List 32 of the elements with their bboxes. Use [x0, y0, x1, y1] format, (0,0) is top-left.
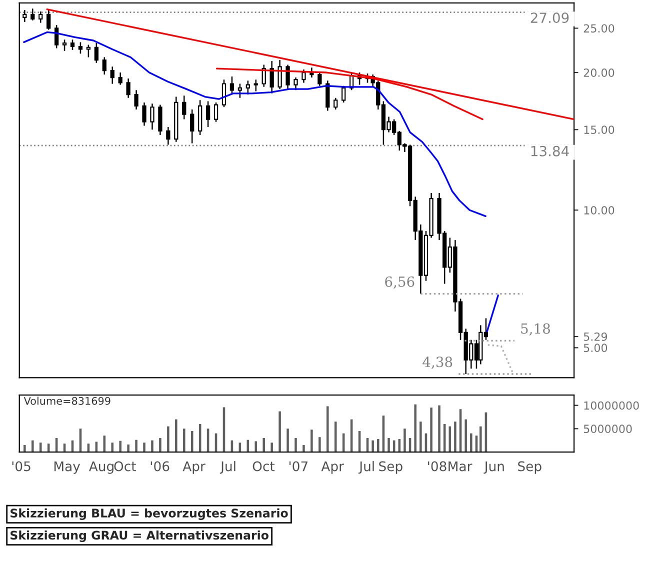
ref-line-label: 27.09: [530, 12, 569, 24]
x-tick-label: Aug: [88, 461, 114, 474]
x-tick-label: Sep: [379, 461, 402, 474]
x-tick-label: '07: [289, 461, 308, 472]
x-tick-label: Jul: [358, 461, 374, 474]
x-tick-label: '05: [12, 461, 30, 472]
x-tick-label: Apr: [321, 461, 344, 474]
annotation: 5,18: [521, 323, 550, 336]
ref-line-label: 13.84: [531, 146, 569, 156]
y-tick-label: 20.00: [584, 68, 614, 77]
text: Skizzierung GRAU = Alternativszenario: [10, 530, 268, 542]
x-tick-label: May: [54, 461, 80, 474]
x-tick-label: Oct: [252, 461, 275, 472]
y-tick-label: 5.00: [584, 344, 608, 352]
x-tick-label: '06: [150, 461, 170, 472]
x-tick-label: Jun: [484, 461, 504, 474]
y-tick-label: 25.00: [584, 24, 614, 33]
annotation: 4,38: [422, 356, 452, 369]
x-tick-label: Mar: [448, 461, 472, 472]
x-tick-label: '08: [428, 461, 446, 472]
x-tick-label: Sep: [518, 461, 542, 474]
y-tick-label: 5.29: [584, 332, 608, 341]
x-tick-label: Oct: [114, 461, 136, 472]
annotation: 6,56: [385, 276, 414, 289]
chart-title: Volume=831699: [24, 396, 110, 405]
y-tick-label: 10000000: [584, 401, 639, 410]
y-tick-label: 5000000: [584, 424, 632, 434]
x-tick-label: Apr: [182, 461, 206, 474]
y-tick-label: 15.00: [584, 126, 614, 134]
y-tick-label: 10.00: [584, 206, 614, 214]
x-tick-label: Jul: [220, 461, 236, 474]
text: Skizzierung BLAU = bevorzugtes Szenario: [10, 508, 288, 520]
